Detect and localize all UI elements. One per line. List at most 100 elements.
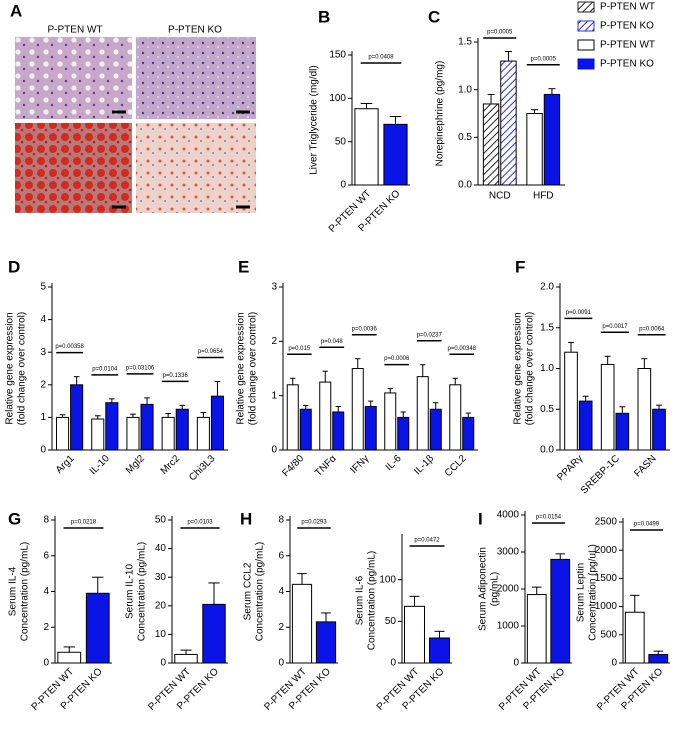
p-value: p=0.00348	[447, 346, 476, 352]
y-tick-label: 20	[155, 600, 167, 611]
panel-letter: E	[238, 257, 249, 276]
y-tick-label: 50	[335, 136, 347, 147]
p-value: p=0.0654	[198, 349, 224, 355]
y-tick-label: 0.0	[458, 180, 472, 191]
bar	[564, 351, 578, 451]
bar	[526, 594, 547, 664]
bar	[315, 621, 337, 664]
p-value: p=0.0091	[566, 310, 592, 316]
p-value: p=0.0036	[352, 326, 378, 332]
y-tick-label: 1	[40, 412, 46, 423]
bar	[56, 416, 70, 451]
y-tick-label: 40	[155, 543, 167, 554]
y-tick-label: 3	[271, 282, 277, 293]
bar	[126, 416, 140, 451]
x-tick-label: NCD	[489, 191, 511, 202]
y-tick-label: 0	[340, 180, 346, 191]
y-tick-label: 0.0	[540, 445, 554, 456]
bar	[482, 103, 500, 186]
bar	[600, 363, 615, 451]
y-tick-label: 8	[43, 515, 49, 526]
x-tick-label: IL-6	[384, 453, 404, 473]
p-value: p=0.0005	[487, 30, 513, 36]
p-value: p=0.048	[321, 339, 344, 345]
bar	[526, 113, 543, 186]
bar	[319, 381, 332, 451]
y-tick-label: 500	[600, 629, 617, 640]
y-tick-label: 50	[155, 515, 167, 526]
y-tick-label: 2	[278, 622, 284, 633]
bar	[416, 376, 429, 451]
y-tick-label: 1.0	[458, 84, 472, 95]
y-tick-label: 0.5	[458, 132, 472, 143]
y-tick-label: 1500	[595, 573, 618, 584]
y-tick-label: 5	[40, 282, 46, 293]
legend-label: P-PTEN WT	[600, 40, 655, 51]
y-tick-label: 3000	[497, 547, 520, 558]
p-value: p=0.0006	[384, 356, 410, 362]
bar	[429, 637, 450, 664]
y-tick-label: 8	[278, 515, 284, 526]
y-tick-label: 1000	[595, 601, 618, 612]
p-value: p=0.0064	[639, 326, 665, 332]
y-axis-label: (fold change over control)	[248, 312, 259, 425]
x-tick-label: Mgl2	[124, 453, 147, 476]
bar	[648, 654, 669, 664]
y-tick-label: 0	[611, 658, 617, 669]
panel-letter: D	[8, 257, 20, 276]
y-tick-label: 2	[271, 336, 277, 347]
y-tick-label: 4	[278, 586, 284, 597]
bar	[462, 416, 475, 451]
p-value: p=0.0154	[536, 515, 562, 521]
y-tick-label: 2.0	[540, 282, 554, 293]
y-axis-label: Serum IL-10	[125, 564, 136, 619]
x-tick-label: Chi3L3	[187, 453, 217, 483]
y-tick-label: 3	[40, 347, 46, 358]
y-tick-label: 0.5	[540, 404, 554, 415]
p-value: p=0.0237	[417, 332, 443, 338]
y-axis-label: Serum IL-4	[8, 566, 19, 616]
legend-swatch	[577, 20, 595, 32]
bar	[500, 60, 517, 186]
p-value: p=0.00358	[55, 344, 84, 350]
y-axis-label: Concentration (pg/mL)	[255, 542, 266, 642]
legend-swatch	[577, 39, 595, 51]
p-value: p=0.0218	[71, 520, 97, 526]
bar	[332, 411, 345, 451]
p-value: p=0.0499	[634, 522, 660, 528]
y-tick-label: 4000	[497, 510, 520, 521]
bar	[397, 416, 410, 451]
bar	[449, 384, 462, 451]
x-tick-label: IL-10	[88, 453, 112, 477]
x-tick-label: Arg1	[54, 453, 77, 476]
y-tick-label: 4	[40, 314, 46, 325]
y-axis-label: Serum IL-6	[355, 575, 366, 625]
histology-panel: A P-PTEN WT P-PTEN KO	[10, 1, 256, 213]
bar	[364, 406, 377, 451]
y-tick-label: 50	[385, 616, 397, 627]
y-tick-label: 4	[43, 586, 49, 597]
bar	[624, 611, 645, 664]
bar	[57, 651, 82, 664]
y-tick-label: 0	[40, 445, 46, 456]
y-axis-label: Concentration (pg/mL)	[137, 542, 148, 642]
oil-red-image-ko	[136, 123, 256, 213]
bar	[652, 408, 666, 451]
legend-label: P-PTEN KO	[600, 59, 654, 70]
bar	[543, 93, 561, 186]
y-axis-label: (pg/mL)	[490, 572, 501, 606]
panel-letter: C	[428, 7, 440, 26]
panel-letter: F	[515, 257, 525, 276]
x-tick-label: IFNγ	[349, 453, 372, 476]
bar	[174, 653, 198, 664]
bar	[404, 605, 425, 664]
legend-swatch	[577, 1, 595, 13]
x-tick-label: TNFα	[313, 453, 339, 479]
p-value: p=0.03106	[126, 365, 155, 371]
y-tick-label: 0	[513, 658, 519, 669]
legend-label: P-PTEN KO	[600, 21, 654, 32]
bar	[161, 416, 175, 451]
y-tick-label: 2	[40, 379, 46, 390]
bar	[299, 408, 312, 451]
panel-letter: B	[318, 7, 330, 26]
